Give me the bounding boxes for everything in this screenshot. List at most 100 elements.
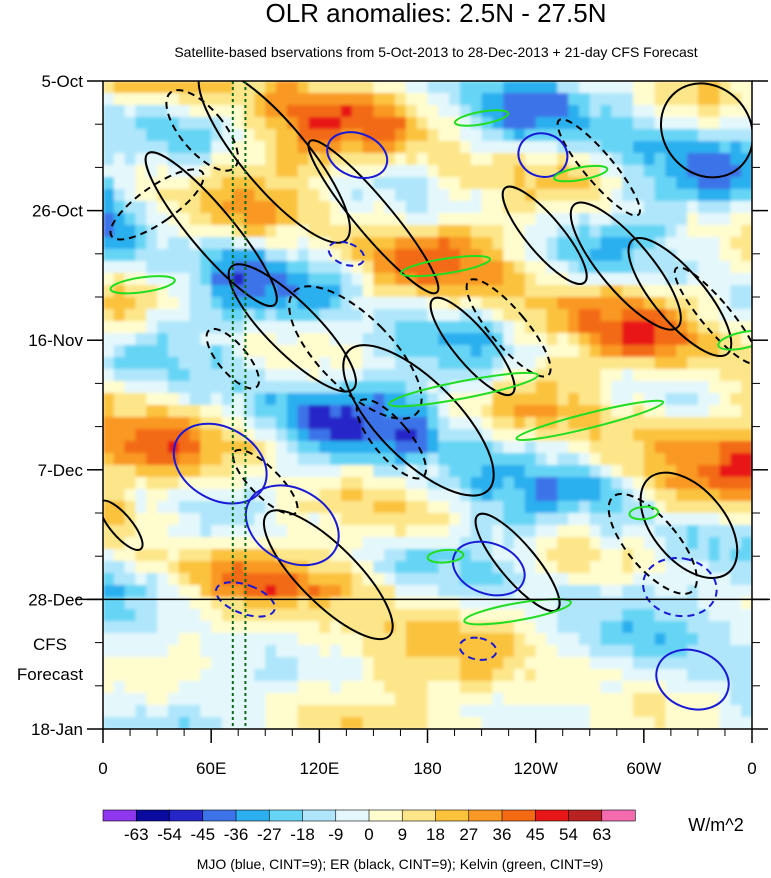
heatmap-cell xyxy=(514,681,526,694)
heatmap-cell xyxy=(286,429,299,442)
heatmap-cell xyxy=(330,345,342,358)
heatmap-cell xyxy=(665,657,678,670)
heatmap-cell xyxy=(546,321,559,334)
heatmap-cell xyxy=(221,669,234,682)
heatmap-cell xyxy=(297,465,310,478)
heatmap-cell xyxy=(741,477,752,490)
heatmap-cell xyxy=(708,273,721,286)
heatmap-cell xyxy=(351,645,364,658)
heatmap-cell xyxy=(459,225,472,238)
heatmap-cell xyxy=(232,609,245,622)
heatmap-cell xyxy=(470,453,483,466)
heatmap-cell xyxy=(232,525,245,538)
heatmap-cell xyxy=(633,429,645,442)
heatmap-cell xyxy=(200,453,212,466)
heatmap-cell xyxy=(351,93,364,106)
heatmap-cell xyxy=(308,333,321,346)
heatmap-cell xyxy=(319,573,331,586)
heatmap-cell xyxy=(254,573,267,586)
heatmap-cell xyxy=(589,465,602,478)
heatmap-cell xyxy=(362,165,375,178)
heatmap-cell xyxy=(633,141,645,154)
heatmap-cell xyxy=(297,573,310,586)
heatmap-cell xyxy=(330,441,342,454)
heatmap-cell xyxy=(449,633,461,646)
heatmap-cell xyxy=(113,417,126,430)
heatmap-cell xyxy=(622,405,634,418)
heatmap-cell xyxy=(276,117,288,130)
colorbar-swatch xyxy=(102,809,137,822)
heatmap-cell xyxy=(265,117,277,130)
heatmap-cell xyxy=(687,693,699,706)
heatmap-cell xyxy=(221,201,234,214)
heatmap-cell xyxy=(546,693,559,706)
heatmap-cell xyxy=(200,117,212,130)
heatmap-cell xyxy=(351,369,364,382)
heatmap-cell xyxy=(221,525,234,538)
heatmap-cell xyxy=(589,621,602,634)
heatmap-cell xyxy=(611,621,623,634)
heatmap-cell xyxy=(481,189,494,202)
heatmap-cell xyxy=(113,165,126,178)
heatmap-cell xyxy=(459,657,472,670)
heatmap-cell xyxy=(654,201,667,214)
heatmap-cell xyxy=(514,309,526,322)
heatmap-cell xyxy=(697,225,710,238)
heatmap-cell xyxy=(622,549,634,562)
heatmap-cell xyxy=(438,261,450,274)
heatmap-cell xyxy=(643,681,656,694)
heatmap-cell xyxy=(492,309,505,322)
heatmap-cell xyxy=(395,81,407,94)
heatmap-cell xyxy=(708,345,721,358)
heatmap-cell xyxy=(243,573,256,586)
heatmap-cell xyxy=(557,705,569,718)
y-tick-label: 28-Dec xyxy=(28,590,83,609)
heatmap-cell xyxy=(243,705,256,718)
heatmap-cell xyxy=(687,273,699,286)
heatmap-cell xyxy=(211,93,223,106)
heatmap-cell xyxy=(362,93,375,106)
heatmap-cell xyxy=(697,525,710,538)
heatmap-cell xyxy=(459,477,472,490)
heatmap-cell xyxy=(654,633,667,646)
heatmap-cell xyxy=(211,561,223,574)
heatmap-cell xyxy=(643,369,656,382)
mjo-contour xyxy=(642,557,718,618)
heatmap-cell xyxy=(157,285,169,298)
heatmap-cell xyxy=(211,465,223,478)
heatmap-cell xyxy=(665,393,678,406)
heatmap-cell xyxy=(741,537,752,550)
heatmap-cell xyxy=(416,273,429,286)
heatmap-cell xyxy=(243,657,256,670)
heatmap-cell xyxy=(308,585,321,598)
heatmap-cell xyxy=(622,681,634,694)
heatmap-cell xyxy=(568,297,580,310)
heatmap-cell xyxy=(492,249,505,262)
heatmap-cell xyxy=(600,657,613,670)
heatmap-cell xyxy=(427,333,440,346)
heatmap-cell xyxy=(524,717,537,729)
heatmap-cell xyxy=(297,261,310,274)
heatmap-cell xyxy=(232,453,245,466)
heatmap-cell xyxy=(384,537,396,550)
heatmap-cell xyxy=(103,597,115,610)
heatmap-cell xyxy=(351,297,364,310)
heatmap-cell xyxy=(232,153,245,166)
heatmap-cell xyxy=(633,357,645,370)
heatmap-cell xyxy=(492,489,505,502)
heatmap-cell xyxy=(189,693,202,706)
heatmap-cell xyxy=(178,585,191,598)
er-contour xyxy=(232,448,299,516)
heatmap-cell xyxy=(730,153,742,166)
heatmap-cell xyxy=(416,501,429,514)
heatmap-cell xyxy=(319,393,331,406)
heatmap-cell xyxy=(438,105,450,118)
heatmap-cell xyxy=(286,609,299,622)
mjo-contour xyxy=(214,581,276,618)
heatmap-cell xyxy=(611,693,623,706)
heatmap-cell xyxy=(232,669,245,682)
heatmap-cell xyxy=(654,189,667,202)
heatmap-cell xyxy=(221,249,234,262)
heatmap-cell xyxy=(676,465,688,478)
heatmap-cell xyxy=(416,549,429,562)
